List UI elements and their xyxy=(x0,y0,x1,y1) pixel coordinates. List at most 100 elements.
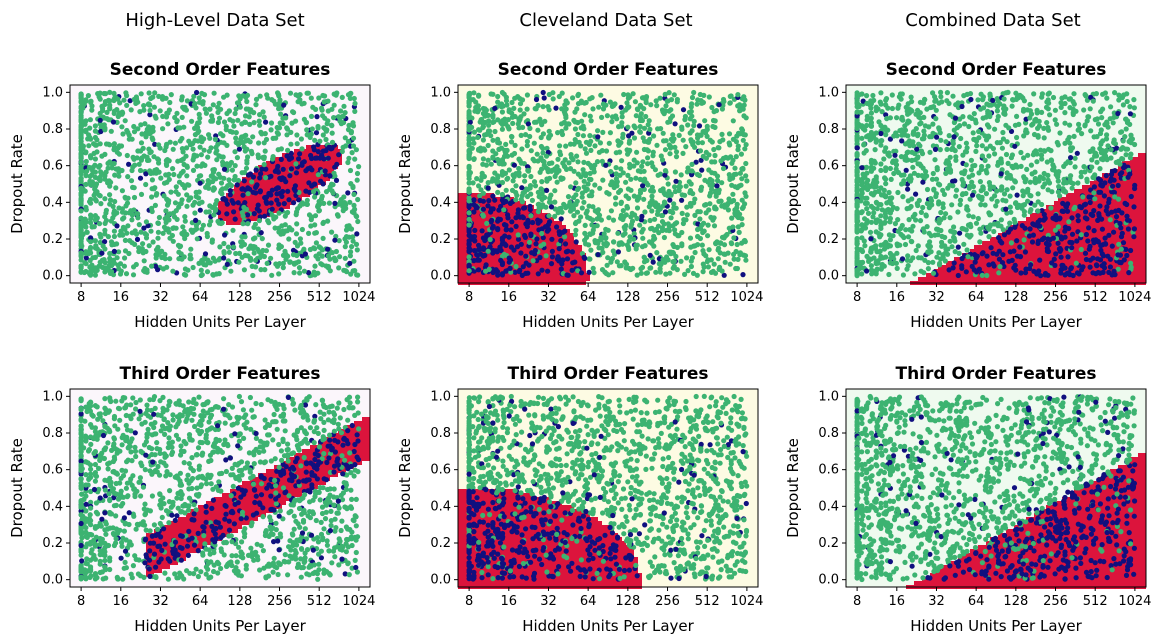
data-point xyxy=(210,272,216,278)
data-point xyxy=(261,114,267,120)
data-point xyxy=(78,208,84,214)
data-point xyxy=(471,209,477,215)
data-point xyxy=(268,120,275,126)
data-point xyxy=(514,192,520,198)
data-point xyxy=(940,201,946,207)
data-point xyxy=(712,159,718,165)
data-point xyxy=(310,104,316,110)
data-point xyxy=(253,102,259,108)
data-point xyxy=(562,241,569,247)
data-point xyxy=(1012,224,1018,230)
data-point xyxy=(236,146,242,152)
data-point xyxy=(999,260,1006,266)
data-point xyxy=(613,171,619,177)
data-point xyxy=(987,110,993,117)
data-point xyxy=(347,199,353,205)
data-point xyxy=(253,257,259,263)
data-point xyxy=(523,260,529,266)
data-point xyxy=(333,248,339,255)
data-point xyxy=(211,212,217,218)
data-point xyxy=(182,266,188,272)
data-point xyxy=(929,176,936,182)
data-point xyxy=(485,203,491,209)
data-point xyxy=(1077,204,1083,210)
data-point xyxy=(654,103,660,109)
data-point xyxy=(535,102,541,109)
x-tick-label: 512 xyxy=(695,290,720,305)
data-point xyxy=(196,95,202,101)
data-point xyxy=(196,128,202,134)
data-point xyxy=(652,167,658,173)
data-point xyxy=(743,160,749,167)
data-point xyxy=(600,177,606,183)
data-point xyxy=(712,170,718,176)
data-point xyxy=(276,210,282,216)
data-point xyxy=(1066,96,1072,102)
data-point xyxy=(612,251,618,257)
data-point xyxy=(473,203,479,209)
data-point xyxy=(550,96,556,102)
data-point xyxy=(231,123,237,129)
data-point xyxy=(699,222,705,228)
data-point xyxy=(513,197,519,203)
data-point xyxy=(975,193,982,199)
data-point xyxy=(701,228,707,234)
data-point xyxy=(307,189,313,195)
data-point xyxy=(662,209,668,215)
data-point xyxy=(870,92,876,99)
data-point xyxy=(695,221,701,227)
data-point xyxy=(164,157,170,163)
data-point xyxy=(587,133,593,139)
data-point xyxy=(353,213,359,219)
data-point xyxy=(78,253,84,259)
data-point xyxy=(740,272,746,278)
data-point xyxy=(136,222,142,228)
data-point xyxy=(317,138,323,144)
data-point xyxy=(992,126,998,132)
data-point xyxy=(261,156,267,162)
data-point xyxy=(277,175,283,181)
data-point xyxy=(565,248,571,254)
data-point xyxy=(999,167,1005,173)
data-point xyxy=(588,147,594,153)
data-point xyxy=(1112,90,1118,96)
data-point xyxy=(728,240,734,246)
data-point xyxy=(122,226,128,232)
data-point xyxy=(974,143,980,149)
data-point xyxy=(480,206,486,212)
data-point xyxy=(1114,145,1120,151)
data-point xyxy=(560,257,566,263)
data-point xyxy=(956,250,962,256)
data-point xyxy=(559,90,565,96)
data-point xyxy=(963,269,969,275)
x-tick-label: 256 xyxy=(267,290,292,305)
data-point xyxy=(742,146,748,152)
data-point xyxy=(232,163,238,169)
data-point xyxy=(155,220,161,226)
data-point xyxy=(218,106,224,112)
data-point xyxy=(887,215,893,222)
data-point xyxy=(316,208,322,214)
data-point xyxy=(557,152,564,158)
data-point xyxy=(128,107,134,113)
data-point xyxy=(668,192,674,198)
data-point xyxy=(490,250,496,256)
data-point xyxy=(982,202,988,208)
data-point xyxy=(994,198,1000,204)
data-point xyxy=(119,231,125,237)
data-point xyxy=(175,158,181,164)
data-point xyxy=(625,186,631,192)
data-point xyxy=(631,157,637,163)
data-point xyxy=(98,201,104,207)
data-point xyxy=(539,179,545,185)
data-point xyxy=(1092,117,1098,123)
data-point xyxy=(739,197,745,203)
data-point xyxy=(1045,106,1051,112)
data-point xyxy=(1081,107,1087,113)
data-point xyxy=(733,171,739,177)
data-point xyxy=(503,187,509,193)
data-point xyxy=(109,269,115,275)
data-point xyxy=(229,167,235,173)
data-point xyxy=(594,159,601,165)
data-point xyxy=(199,199,205,205)
